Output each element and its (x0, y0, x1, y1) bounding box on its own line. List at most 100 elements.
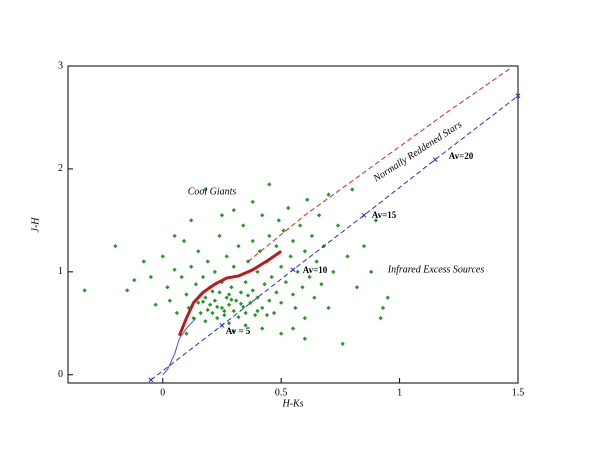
data-point (229, 297, 234, 302)
data-point (267, 298, 272, 303)
data-point (350, 187, 355, 192)
data-point (257, 249, 262, 254)
data-point (279, 264, 284, 269)
data-point (203, 187, 208, 192)
data-point (373, 218, 379, 223)
data-point (326, 305, 331, 310)
data-point (288, 254, 293, 259)
data-point (231, 308, 236, 314)
data-point (172, 233, 177, 238)
data-point (141, 259, 146, 264)
data-point (385, 295, 390, 300)
data-point (297, 223, 303, 228)
data-point (260, 326, 265, 331)
x-tick-label: 1 (397, 387, 402, 398)
line-series (150, 95, 519, 381)
data-point (196, 249, 201, 254)
data-point (307, 274, 312, 280)
data-point (184, 292, 189, 297)
data-point (236, 315, 241, 320)
y-axis-label: J-H (30, 217, 41, 233)
data-point (274, 243, 279, 249)
data-point (295, 269, 300, 274)
data-point (316, 213, 322, 218)
data-point (293, 305, 298, 310)
data-point (250, 288, 255, 293)
data-point (172, 267, 177, 272)
annotation: Av=15 (372, 210, 397, 220)
data-point (231, 264, 236, 269)
data-point (243, 280, 248, 285)
data-point (236, 243, 241, 249)
data-point (260, 213, 265, 218)
data-point (210, 289, 215, 294)
line-series (177, 250, 283, 337)
data-point (148, 274, 154, 280)
data-point (200, 299, 206, 304)
data-point (200, 274, 206, 280)
y-tick-label: 2 (58, 163, 63, 174)
data-point (241, 304, 246, 309)
y-tick-label: 0 (58, 369, 63, 380)
data-point (219, 213, 225, 218)
annotation: Av=10 (303, 265, 328, 275)
data-point (217, 290, 222, 295)
data-point (82, 288, 87, 293)
data-point (267, 182, 272, 187)
data-point (326, 192, 331, 197)
data-point (229, 285, 234, 290)
data-point (125, 288, 130, 293)
data-point (160, 254, 165, 259)
data-point (196, 300, 201, 305)
data-point (279, 300, 284, 305)
x-tick-label: 0.5 (275, 387, 288, 398)
data-point (290, 238, 296, 244)
data-point (276, 218, 281, 223)
data-point (255, 269, 260, 274)
data-point (252, 312, 258, 318)
data-point (212, 269, 217, 274)
line-marker (515, 93, 521, 99)
line-marker (432, 157, 438, 163)
line-marker (148, 377, 154, 383)
data-point (354, 285, 360, 290)
y-tick-label: 1 (58, 266, 63, 277)
data-point (226, 292, 232, 297)
data-point (290, 292, 296, 297)
data-point (203, 295, 208, 300)
data-point (113, 243, 118, 249)
data-point (205, 307, 210, 313)
plot-frame (67, 65, 519, 384)
data-point (234, 298, 239, 303)
data-point (305, 197, 310, 202)
data-point (309, 233, 315, 238)
data-point (271, 310, 277, 316)
x-axis-label: H-Ks (281, 398, 303, 409)
data-point (189, 218, 194, 223)
data-point (215, 316, 220, 321)
data-point (260, 305, 265, 310)
data-point (203, 319, 208, 324)
line-marker (290, 267, 296, 273)
data-point (380, 305, 386, 310)
y-tick-label: 3 (58, 60, 63, 71)
data-point (290, 326, 296, 331)
data-point (184, 331, 189, 336)
data-point (243, 310, 248, 316)
line-marker (219, 323, 225, 328)
data-point (189, 264, 194, 269)
data-point (331, 269, 336, 274)
data-point (345, 254, 350, 259)
line-series (247, 67, 512, 262)
data-point (302, 249, 307, 254)
data-point (238, 301, 244, 306)
data-point (286, 205, 291, 211)
data-point (167, 298, 172, 303)
data-point (226, 321, 232, 326)
data-point (181, 238, 187, 244)
data-point (269, 274, 274, 280)
data-point (274, 290, 279, 295)
data-point (224, 254, 229, 259)
data-point (300, 285, 305, 290)
data-point (255, 308, 260, 314)
